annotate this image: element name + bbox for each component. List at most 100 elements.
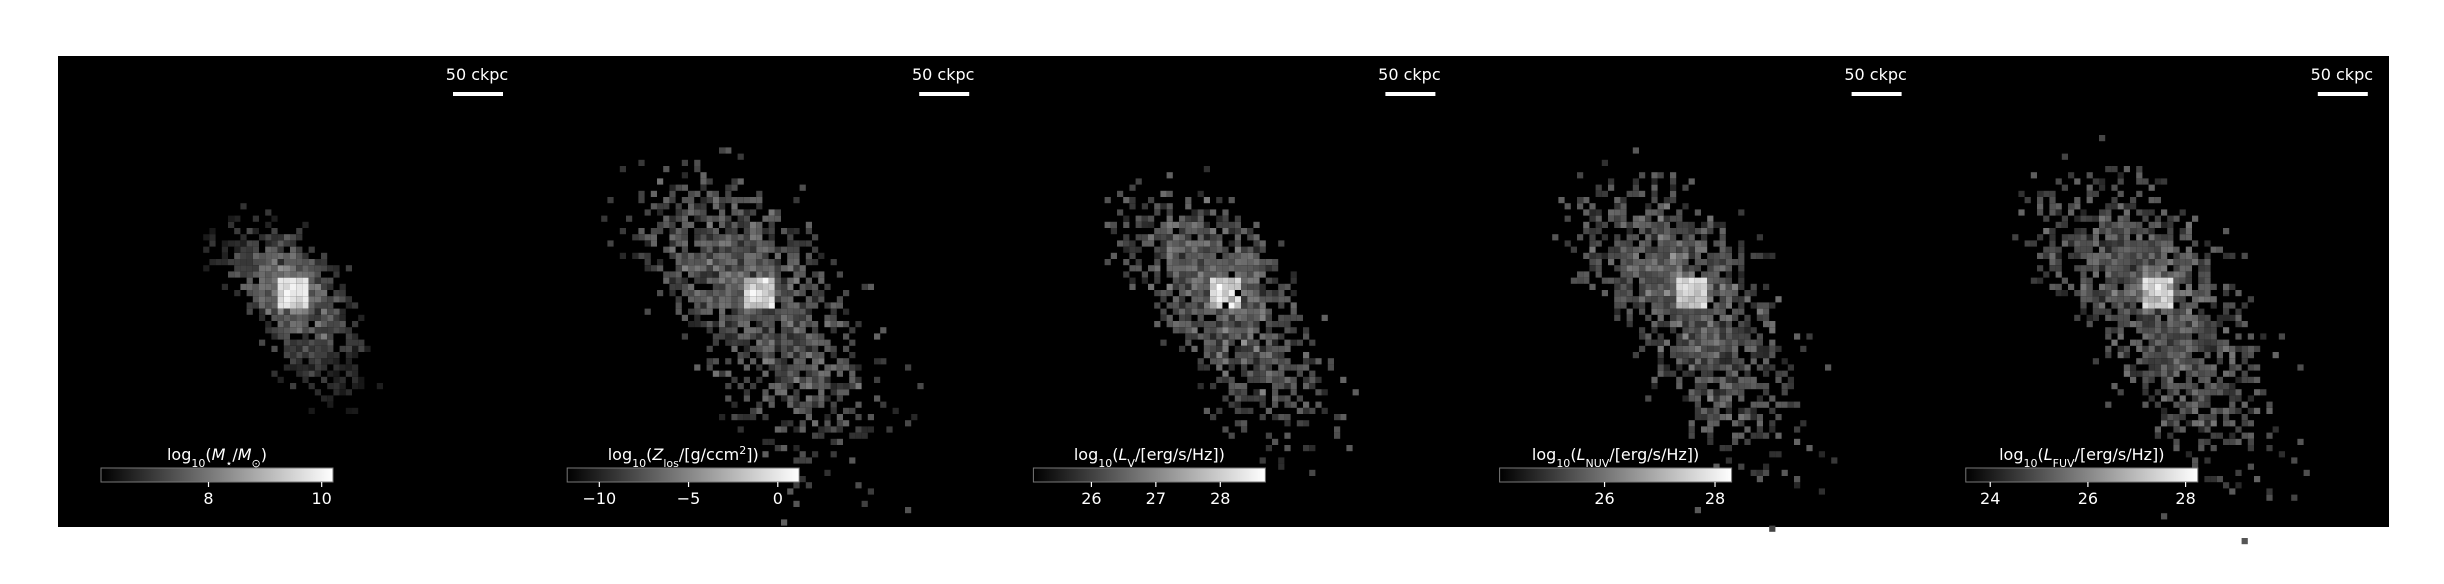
image-pixel — [1713, 352, 1720, 359]
image-pixel — [669, 184, 676, 191]
image-pixel — [1290, 364, 1297, 371]
image-pixel — [762, 296, 769, 303]
image-pixel — [719, 370, 726, 377]
image-pixel — [2179, 314, 2186, 321]
image-pixel — [1191, 240, 1198, 247]
image-pixel — [290, 252, 297, 259]
image-pixel — [2179, 339, 2186, 346]
image-pixel — [1670, 172, 1677, 179]
image-pixel — [781, 265, 788, 272]
image-pixel — [2130, 271, 2137, 278]
image-pixel — [1694, 376, 1701, 383]
image-pixel — [352, 383, 359, 390]
image-pixel — [2235, 469, 2242, 476]
image-pixel — [2037, 265, 2044, 272]
image-pixel — [265, 259, 272, 266]
image-pixel — [1191, 333, 1198, 340]
image-pixel — [905, 420, 912, 427]
image-pixel — [2198, 370, 2205, 377]
image-pixel — [2136, 271, 2143, 278]
image-pixel — [2099, 246, 2106, 253]
image-pixel — [836, 426, 843, 433]
image-pixel — [1769, 339, 1776, 346]
image-pixel — [1701, 296, 1708, 303]
image-pixel — [2074, 234, 2081, 241]
image-pixel — [308, 327, 315, 334]
image-pixel — [2111, 234, 2118, 241]
image-pixel — [1203, 345, 1210, 352]
image-pixel — [2192, 339, 2199, 346]
image-pixel — [271, 333, 278, 340]
image-pixel — [743, 228, 750, 235]
image-pixel — [774, 252, 781, 259]
image-pixel — [2229, 488, 2236, 495]
colorbar-label-part: ( — [1570, 445, 1576, 464]
image-pixel — [2229, 432, 2236, 439]
image-pixel — [768, 234, 775, 241]
image-pixel — [2142, 215, 2149, 222]
image-pixel — [2223, 389, 2230, 396]
image-pixel — [1694, 209, 1701, 216]
image-pixel — [712, 197, 719, 204]
image-pixel — [774, 358, 781, 365]
image-pixel — [339, 308, 346, 315]
image-pixel — [302, 277, 309, 284]
image-pixel — [2086, 283, 2093, 290]
image-pixel — [712, 370, 719, 377]
image-pixel — [867, 488, 874, 495]
image-pixel — [1657, 333, 1664, 340]
image-pixel — [743, 333, 750, 340]
image-pixel — [308, 364, 315, 371]
image-pixel — [2161, 376, 2168, 383]
image-pixel — [1265, 432, 1272, 439]
image-pixel — [1670, 240, 1677, 247]
image-pixel — [2173, 308, 2180, 315]
image-pixel — [2148, 197, 2155, 204]
image-pixel — [1645, 283, 1652, 290]
image-pixel — [2092, 252, 2099, 259]
image-pixel — [1670, 215, 1677, 222]
image-pixel — [725, 252, 732, 259]
image-pixel — [277, 314, 284, 321]
image-pixel — [861, 432, 868, 439]
image-pixel — [774, 383, 781, 390]
image-pixel — [1725, 389, 1732, 396]
image-pixel — [1676, 265, 1683, 272]
image-pixel — [2266, 401, 2273, 408]
image-pixel — [793, 445, 800, 452]
image-pixel — [1620, 215, 1627, 222]
colorbar-label-part: ⋆ — [225, 457, 232, 470]
image-pixel — [252, 283, 259, 290]
image-pixel — [725, 321, 732, 328]
image-pixel — [762, 259, 769, 266]
image-pixel — [1253, 370, 1260, 377]
image-pixel — [1639, 228, 1646, 235]
image-pixel — [750, 283, 757, 290]
image-pixel — [1197, 234, 1204, 241]
image-pixel — [1210, 321, 1217, 328]
image-pixel — [1744, 296, 1751, 303]
image-pixel — [302, 327, 309, 334]
image-pixel — [1222, 209, 1229, 216]
image-pixel — [333, 383, 340, 390]
image-pixel — [1688, 228, 1695, 235]
image-pixel — [2105, 240, 2112, 247]
image-pixel — [2105, 234, 2112, 241]
image-pixel — [2173, 314, 2180, 321]
image-pixel — [1296, 395, 1303, 402]
image-pixel — [2130, 246, 2137, 253]
image-pixel — [781, 314, 788, 321]
image-pixel — [2111, 166, 2118, 173]
image-pixel — [1682, 358, 1689, 365]
image-pixel — [327, 296, 334, 303]
colorbar-tick-label: 28 — [1705, 489, 1725, 508]
image-pixel — [2167, 395, 2174, 402]
image-pixel — [1110, 228, 1117, 235]
image-pixel — [2148, 209, 2155, 216]
image-pixel — [1719, 345, 1726, 352]
image-pixel — [1688, 389, 1695, 396]
image-pixel — [2173, 252, 2180, 259]
image-pixel — [1682, 228, 1689, 235]
image-pixel — [1296, 364, 1303, 371]
image-pixel — [1203, 271, 1210, 278]
